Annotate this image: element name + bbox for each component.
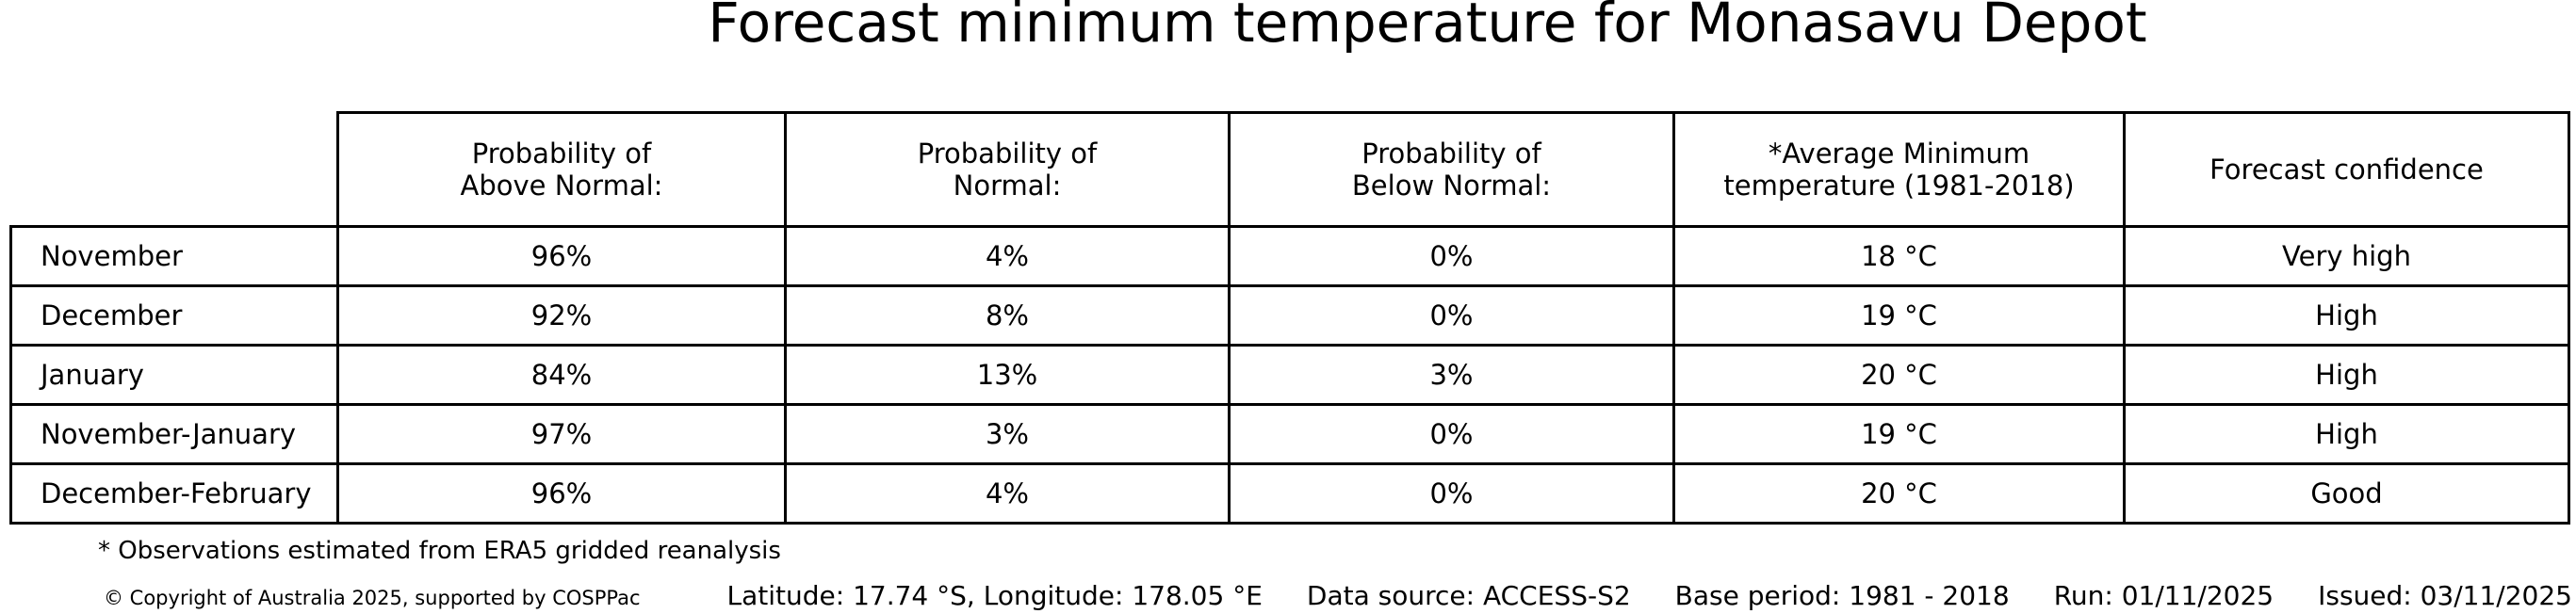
avg-temp-cell: 19 °C [1672, 284, 2126, 347]
avg-temp-cell: 19 °C [1672, 403, 2126, 465]
row-label-cell: December [9, 284, 339, 347]
column-header-above-normal: Probability of Above Normal: [336, 111, 787, 228]
issued-date-text: Issued: 03/11/2025 [2318, 580, 2572, 611]
probability-normal-cell: 3% [784, 403, 1231, 465]
probability-below-cell: 0% [1228, 225, 1675, 287]
probability-above-cell: 92% [336, 284, 787, 347]
probability-normal-cell: 4% [784, 225, 1231, 287]
probability-above-cell: 97% [336, 403, 787, 465]
table-row: November-January 97% 3% 0% 19 °C High [9, 403, 2570, 465]
copyright-text: © Copyright of Australia 2025, supported… [104, 587, 641, 609]
column-header-avg-min-temp: *Average Minimum temperature (1981-2018) [1672, 111, 2126, 228]
empty-header-cell [11, 113, 338, 227]
table-row: December 92% 8% 0% 19 °C High [9, 284, 2570, 347]
avg-temp-cell: 20 °C [1672, 462, 2126, 525]
probability-above-cell: 84% [336, 344, 787, 406]
row-label-cell: January [9, 344, 339, 406]
probability-normal-cell: 4% [784, 462, 1231, 525]
data-source-text: Data source: ACCESS-S2 [1306, 580, 1631, 611]
base-period-text: Base period: 1981 - 2018 [1674, 580, 2010, 611]
table-header-row: Probability of Above Normal: Probability… [11, 111, 2570, 228]
confidence-cell: High [2123, 284, 2570, 347]
run-date-text: Run: 01/11/2025 [2053, 580, 2274, 611]
probability-normal-cell: 13% [784, 344, 1231, 406]
row-label-cell: November [9, 225, 339, 287]
probability-above-cell: 96% [336, 225, 787, 287]
forecast-table: Probability of Above Normal: Probability… [9, 111, 2570, 525]
probability-below-cell: 3% [1228, 344, 1675, 406]
probability-below-cell: 0% [1228, 403, 1675, 465]
table-row: December-February 96% 4% 0% 20 °C Good [9, 462, 2570, 525]
column-header-below-normal: Probability of Below Normal: [1228, 111, 1675, 228]
probability-above-cell: 96% [336, 462, 787, 525]
probability-below-cell: 0% [1228, 284, 1675, 347]
location-text: Latitude: 17.74 °S, Longitude: 178.05 °E [726, 580, 1263, 611]
row-label-cell: December-February [9, 462, 339, 525]
avg-temp-cell: 20 °C [1672, 344, 2126, 406]
confidence-cell: Good [2123, 462, 2570, 525]
column-header-normal: Probability of Normal: [784, 111, 1231, 228]
confidence-cell: High [2123, 344, 2570, 406]
confidence-cell: High [2123, 403, 2570, 465]
probability-normal-cell: 8% [784, 284, 1231, 347]
confidence-cell: Very high [2123, 225, 2570, 287]
footnote-era5: * Observations estimated from ERA5 gridd… [98, 537, 781, 565]
column-header-forecast-confidence: Forecast confidence [2123, 111, 2570, 228]
table-row: January 84% 13% 3% 20 °C High [9, 344, 2570, 406]
probability-below-cell: 0% [1228, 462, 1675, 525]
avg-temp-cell: 18 °C [1672, 225, 2126, 287]
footer-info-bar: Latitude: 17.74 °S, Longitude: 178.05 °E… [727, 580, 2572, 611]
table-row: November 96% 4% 0% 18 °C Very high [9, 225, 2570, 287]
row-label-cell: November-January [9, 403, 339, 465]
page-title: Forecast minimum temperature for Monasav… [708, 0, 2147, 55]
